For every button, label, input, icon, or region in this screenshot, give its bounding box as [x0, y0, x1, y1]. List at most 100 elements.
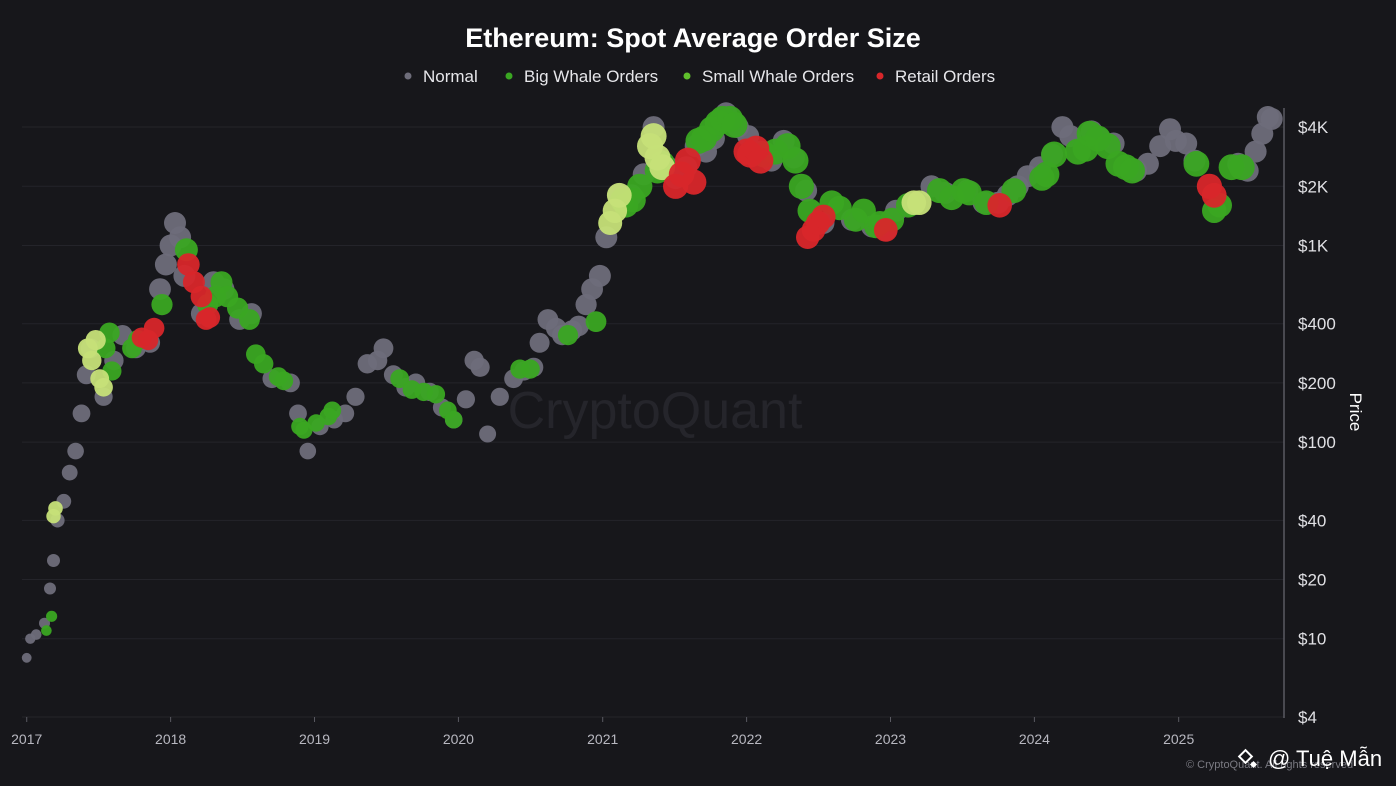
x-tick-label: 2019: [299, 731, 330, 747]
y-tick-label: $1K: [1298, 236, 1329, 255]
data-point: [649, 154, 676, 181]
x-tick-label: 2022: [731, 731, 762, 747]
data-point: [61, 464, 78, 481]
y-tick-label: $100: [1298, 433, 1336, 452]
data-point: [151, 294, 173, 316]
data-point: [1175, 132, 1198, 155]
data-point: [46, 610, 58, 622]
data-point: [681, 169, 707, 195]
legend-label: Big Whale Orders: [524, 67, 658, 86]
data-point: [788, 173, 815, 199]
data-point: [606, 182, 632, 208]
legend-item[interactable]: Big Whale Orders: [505, 67, 659, 86]
legend-marker: [404, 72, 412, 80]
legend-item[interactable]: Small Whale Orders: [683, 67, 855, 86]
data-point: [747, 147, 774, 174]
data-point: [30, 629, 42, 640]
y-tick-label: $2K: [1298, 177, 1329, 196]
chart-title: Ethereum: Spot Average Order Size: [465, 23, 921, 53]
y-tick-label: $10: [1298, 630, 1326, 649]
data-point: [588, 264, 611, 287]
data-point: [627, 173, 653, 199]
data-point: [85, 330, 106, 351]
x-tick-label: 2025: [1163, 731, 1194, 747]
data-point: [1119, 157, 1145, 184]
data-point: [456, 390, 475, 409]
x-tick-label: 2023: [875, 731, 906, 747]
y-tick-label: $20: [1298, 571, 1326, 590]
legend-item[interactable]: Retail Orders: [876, 67, 996, 86]
x-tick-label: 2021: [587, 731, 618, 747]
legend-label: Retail Orders: [895, 67, 995, 86]
data-point: [346, 387, 365, 406]
data-point: [67, 442, 84, 460]
data-point: [674, 147, 701, 174]
data-point: [21, 652, 32, 663]
data-point: [44, 582, 56, 595]
data-point: [721, 111, 748, 138]
data-point: [490, 387, 509, 406]
data-point: [190, 285, 213, 308]
watermark: CryptoQuant: [508, 382, 803, 440]
data-point: [274, 371, 294, 391]
data-point: [373, 338, 394, 359]
legend-item[interactable]: Normal: [404, 67, 478, 86]
data-point: [585, 311, 607, 332]
data-point: [1041, 141, 1068, 168]
x-tick-label: 2017: [11, 731, 42, 747]
data-point: [640, 123, 667, 150]
data-point: [239, 309, 260, 330]
data-point: [811, 204, 836, 229]
author-signature: @ Tuệ Mẫn: [1268, 746, 1382, 771]
y-tick-label: $4: [1298, 708, 1317, 727]
data-point: [907, 190, 932, 215]
data-point: [987, 193, 1012, 218]
points-layer: [21, 102, 1283, 663]
y-tick-label: $40: [1298, 511, 1326, 530]
data-point: [143, 317, 165, 339]
y-tick-label: $4K: [1298, 118, 1329, 137]
data-point: [72, 404, 91, 423]
legend[interactable]: Normal Big Whale Orders Small Whale Orders…: [404, 67, 996, 86]
data-point: [479, 425, 497, 443]
data-point: [520, 359, 540, 379]
data-point: [254, 354, 274, 374]
data-point: [1244, 140, 1267, 163]
data-point: [154, 253, 177, 276]
x-tick-label: 2018: [155, 731, 186, 747]
data-point: [529, 332, 550, 353]
data-point: [1033, 161, 1060, 188]
data-point: [426, 385, 446, 404]
legend-label: Normal: [423, 67, 478, 86]
data-point: [289, 404, 307, 423]
data-point: [177, 253, 200, 276]
data-point: [48, 501, 63, 516]
x-tick-labels: 2017 2018 2019 2020 2021 2022 2023 2024 2025: [11, 717, 1194, 747]
data-point: [470, 357, 490, 377]
data-point: [323, 401, 342, 420]
legend-marker: [683, 72, 691, 80]
y-axis-label: Price: [1346, 393, 1365, 432]
legend-label: Small Whale Orders: [702, 67, 854, 86]
data-point: [199, 307, 221, 328]
copyright-credit: © CryptoQuant. All rights reserved: [1186, 759, 1353, 771]
data-point: [1183, 150, 1210, 177]
y-tick-labels: $4K $2K $1K $400 $200 $100 $40 $20 $10 $4: [1298, 118, 1336, 727]
data-point: [149, 278, 171, 300]
data-point: [1260, 107, 1283, 130]
x-tick-label: 2020: [443, 731, 474, 747]
data-point: [47, 554, 60, 567]
y-tick-label: $400: [1298, 315, 1336, 334]
data-point: [873, 218, 898, 242]
data-point: [41, 625, 52, 636]
legend-marker: [505, 72, 513, 80]
data-point: [444, 410, 463, 429]
data-point: [1228, 154, 1255, 181]
data-point: [82, 350, 102, 371]
data-point: [94, 378, 113, 397]
legend-marker: [876, 72, 884, 80]
y-tick-label: $200: [1298, 374, 1336, 393]
data-point: [557, 325, 579, 346]
data-point: [390, 369, 410, 389]
